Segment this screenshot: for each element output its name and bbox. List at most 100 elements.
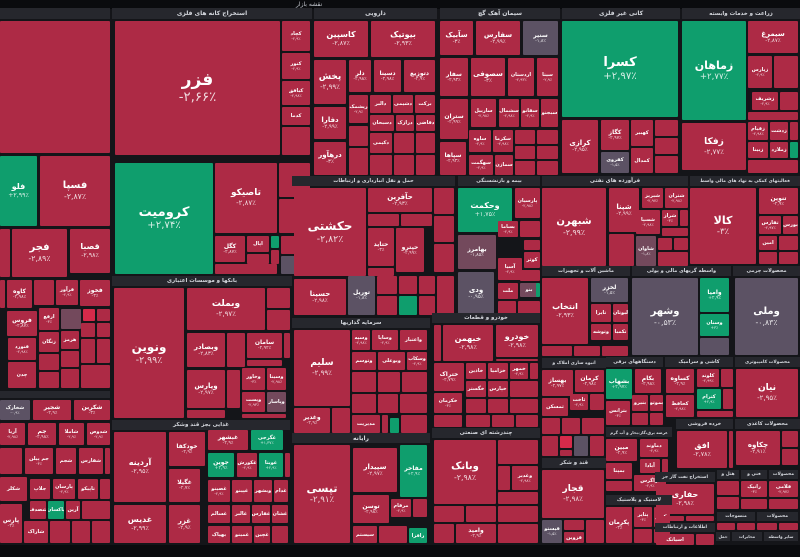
stock-tile[interactable] xyxy=(782,431,798,447)
stock-tile[interactable] xyxy=(520,221,540,237)
stock-tile[interactable] xyxy=(510,399,538,413)
stock-tile[interactable] xyxy=(352,394,376,413)
stock-tile-بهپاک[interactable]: بهپاک xyxy=(208,526,230,543)
stock-tile-وغدیر[interactable]: وغدیر -۲,۹٪ xyxy=(294,408,330,433)
stock-tile[interactable] xyxy=(368,214,399,226)
stock-tile-حآفرین[interactable]: حآفرین -۲,۹۳٪ xyxy=(368,188,432,212)
stock-tile[interactable] xyxy=(81,323,95,337)
stock-tile-دسبحان[interactable]: دسبحان xyxy=(370,115,394,131)
stock-tile-شفارس[interactable]: شفارس xyxy=(79,448,103,474)
stock-tile[interactable] xyxy=(0,21,110,153)
stock-tile[interactable] xyxy=(82,501,110,519)
stock-tile[interactable] xyxy=(518,301,540,314)
stock-tile-بمپنا[interactable]: بمپنا xyxy=(606,463,632,479)
stock-tile-اردستان[interactable]: اردستان -۲,۹۳٪ xyxy=(508,58,534,96)
stock-tile-غمینو[interactable]: غمینو xyxy=(232,526,252,543)
stock-tile-کگاز[interactable]: کگاز -۲,۹۷٪ xyxy=(601,120,629,150)
stock-tile[interactable] xyxy=(498,506,538,522)
stock-tile[interactable] xyxy=(284,333,290,358)
stock-tile-خزامیا[interactable]: خزامیا xyxy=(488,363,508,379)
stock-tile-شتران[interactable]: شتران -۲,۹۸٪ xyxy=(665,188,688,208)
stock-tile-کرمان[interactable]: کرمان -۲,۹۸٪ xyxy=(575,370,604,392)
stock-tile[interactable] xyxy=(413,499,427,517)
stock-tile-آرین[interactable]: آرین xyxy=(66,501,80,519)
stock-tile-زقیام[interactable]: زقیام -۲,۹۸٪ xyxy=(748,122,768,140)
stock-tile[interactable] xyxy=(379,526,407,543)
stock-tile-کفروی[interactable]: کفروی -۱,۵٪ xyxy=(601,152,629,173)
stock-tile-قجار[interactable]: قجار -۲,۹۸٪ xyxy=(542,470,604,518)
stock-tile[interactable] xyxy=(560,450,572,456)
stock-tile-کنور[interactable]: کنور -۲,۹٪ xyxy=(282,53,310,79)
stock-tile[interactable] xyxy=(582,418,604,434)
stock-tile[interactable] xyxy=(780,92,798,110)
stock-tile-مفاخر[interactable]: مفاخر +۲,۹٪ xyxy=(400,445,427,497)
stock-tile[interactable] xyxy=(498,301,516,314)
stock-tile-سلیم[interactable]: سلیم -۲,۹۹٪ xyxy=(294,330,350,406)
stock-tile-زپارس[interactable]: زپارس -۲,۹٪ xyxy=(748,56,772,88)
stock-tile[interactable] xyxy=(779,523,798,530)
stock-tile[interactable] xyxy=(267,310,290,330)
stock-tile[interactable] xyxy=(400,394,427,413)
stock-tile-بیوتیک[interactable]: بیوتیک -۲,۹۳٪ xyxy=(371,21,435,57)
stock-tile-تاپیکو[interactable]: تاپیکو xyxy=(78,479,98,499)
stock-tile[interactable] xyxy=(332,408,350,433)
stock-tile-کحافظ[interactable]: کحافظ -۲,۹۸٪ xyxy=(666,395,694,417)
stock-tile-ارفع[interactable]: ارفع -۳٪ xyxy=(39,308,59,330)
stock-tile-کدما[interactable]: کدما xyxy=(282,107,310,125)
stock-tile-وساپا[interactable]: وساپا -۲,۹٪ xyxy=(372,330,398,350)
stock-tile-خکرمان[interactable]: خکرمان -۳٪ xyxy=(434,393,462,413)
stock-tile-سفانو[interactable]: سفانو -۲,۹٪ xyxy=(521,99,539,127)
stock-tile[interactable] xyxy=(515,130,535,144)
stock-tile-ستران[interactable]: ستران -۲,۹۹٪ xyxy=(440,99,468,139)
stock-tile[interactable] xyxy=(368,268,394,276)
stock-tile[interactable] xyxy=(466,399,486,413)
stock-tile-انتخاب[interactable]: انتخاب -۲,۹۳٪ xyxy=(542,278,588,344)
stock-tile-زشریف[interactable]: زشریف -۲,۹٪ xyxy=(752,92,778,110)
stock-tile[interactable] xyxy=(674,238,688,250)
stock-tile[interactable] xyxy=(498,492,538,504)
stock-tile-خگستر[interactable]: خگستر xyxy=(466,381,486,397)
stock-tile-اپال[interactable]: اپال xyxy=(247,236,269,252)
stock-tile-شجم[interactable]: شجم xyxy=(56,448,76,474)
stock-tile[interactable] xyxy=(717,497,739,509)
stock-tile-غپینو[interactable]: غپینو xyxy=(232,480,252,502)
stock-tile-جلاپ[interactable]: جلاپ xyxy=(30,479,50,499)
stock-tile[interactable] xyxy=(697,411,733,417)
stock-tile[interactable] xyxy=(790,142,798,158)
stock-tile[interactable] xyxy=(97,309,110,321)
stock-tile-فرآور[interactable]: فرآور -۲,۹٪ xyxy=(56,280,78,305)
stock-tile-حسینا[interactable]: حسینا -۲,۹۸٪ xyxy=(294,279,346,315)
stock-tile-مبین[interactable]: مبین -۲,۹٪ xyxy=(606,439,637,461)
stock-tile-کاسپین[interactable]: کاسپین -۲,۸۷٪ xyxy=(314,21,368,57)
stock-tile-چدن[interactable]: چدن xyxy=(8,362,36,388)
stock-tile-تکمبا[interactable]: تکمبا xyxy=(613,324,628,340)
stock-tile[interactable] xyxy=(401,415,427,433)
stock-tile-سمازن[interactable]: سمازن xyxy=(495,155,513,175)
stock-tile[interactable] xyxy=(717,523,735,530)
stock-tile[interactable] xyxy=(434,244,454,272)
stock-tile-حتاید[interactable]: حتاید -۳٪ xyxy=(368,228,394,266)
stock-tile-سنیر[interactable]: سنیر -۱,۸٪ xyxy=(523,21,558,55)
stock-tile[interactable] xyxy=(399,276,417,294)
stock-tile-غفارس[interactable]: غفارس xyxy=(252,505,270,523)
stock-tile[interactable] xyxy=(352,372,376,392)
stock-tile-خاذین[interactable]: خاذین xyxy=(466,363,486,379)
stock-tile[interactable] xyxy=(680,210,688,226)
stock-tile[interactable] xyxy=(656,516,684,521)
stock-tile[interactable] xyxy=(655,120,678,136)
stock-tile[interactable] xyxy=(271,250,279,264)
stock-tile-لبوتان[interactable]: لبوتان xyxy=(613,304,628,322)
stock-tile[interactable] xyxy=(741,499,767,509)
stock-tile-شبریز[interactable]: شبریز -۲,۹۷٪ xyxy=(642,188,663,208)
stock-tile[interactable] xyxy=(515,146,535,159)
stock-tile[interactable] xyxy=(748,112,798,120)
stock-tile-کاوه[interactable]: کاوه -۲,۹۸٪ xyxy=(7,280,32,308)
stock-tile-دالبر[interactable]: دالبر xyxy=(370,95,391,113)
stock-tile[interactable] xyxy=(537,130,558,144)
stock-tile[interactable] xyxy=(658,252,688,266)
stock-tile-دفارا[interactable]: دفارا -۲,۹۹٪ xyxy=(314,107,346,139)
stock-tile-وغدیر[interactable]: وغدیر -۲,۹۸٪ xyxy=(512,466,538,490)
stock-tile[interactable] xyxy=(61,351,79,367)
stock-tile-پخش[interactable]: پخش -۲,۹۹٪ xyxy=(314,60,346,104)
stock-tile[interactable] xyxy=(466,415,490,427)
